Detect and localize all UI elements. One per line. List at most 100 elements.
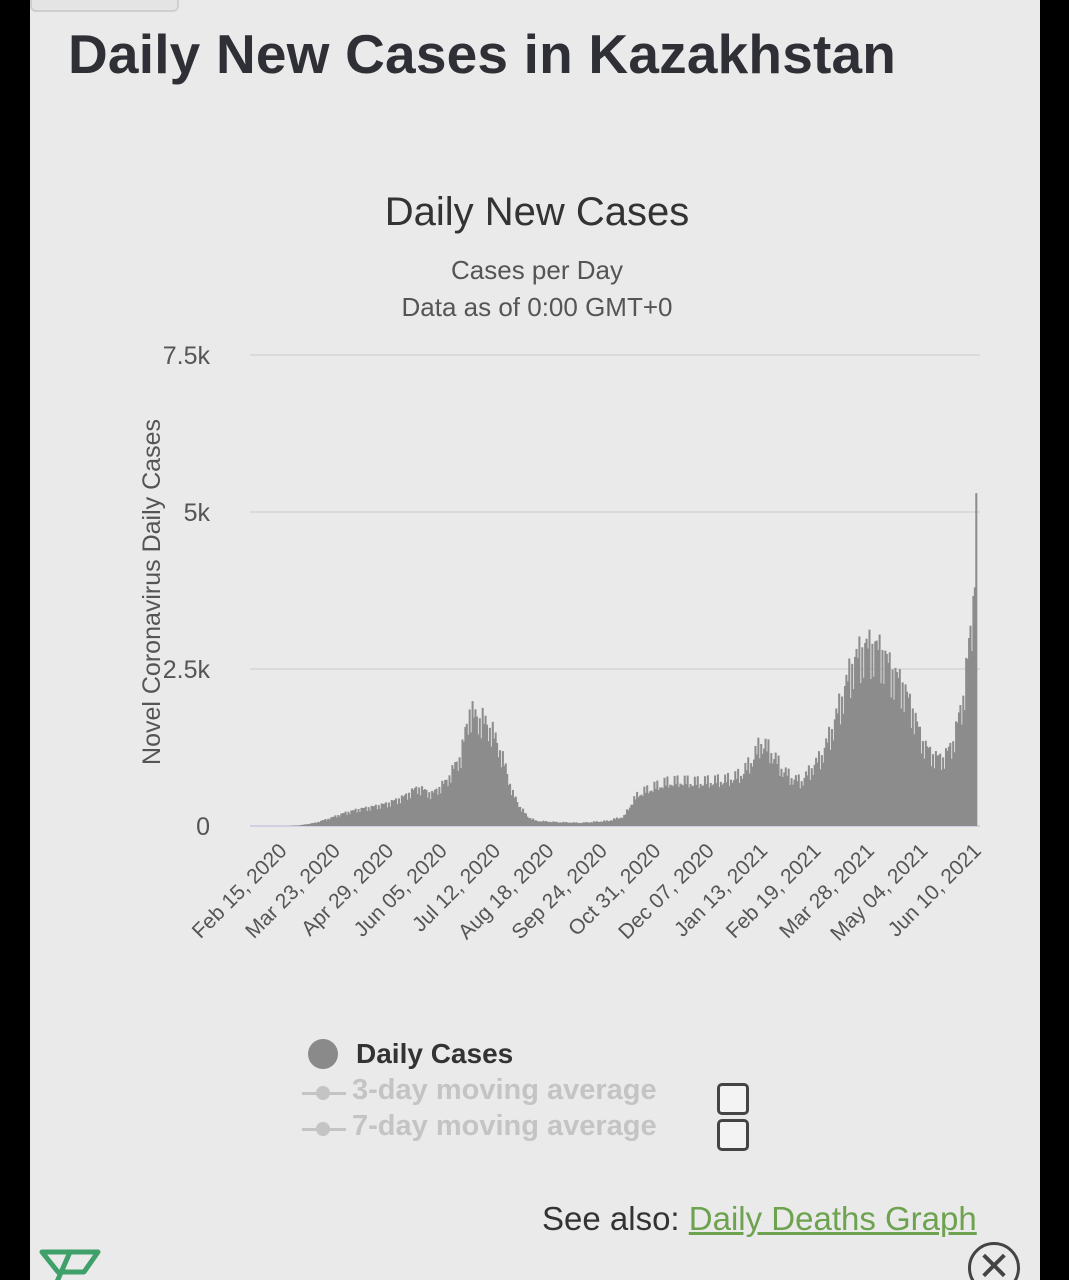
logo-icon[interactable]	[38, 1244, 102, 1280]
bar	[786, 775, 789, 826]
bar	[497, 757, 500, 826]
bar	[877, 650, 880, 826]
bar	[830, 729, 833, 826]
bar	[914, 712, 917, 826]
close-icon[interactable]: ✕	[968, 1242, 1020, 1280]
ma7-checkbox[interactable]	[717, 1119, 749, 1151]
bar	[735, 778, 738, 826]
top-tab[interactable]	[30, 0, 179, 12]
bar	[393, 799, 396, 826]
bar	[732, 780, 735, 826]
bar	[731, 782, 734, 826]
bar	[965, 657, 968, 826]
bar	[405, 793, 408, 826]
bar	[379, 808, 382, 826]
bar	[809, 779, 812, 826]
bar	[574, 822, 577, 826]
bar	[523, 813, 526, 826]
bar	[659, 787, 662, 826]
bar	[371, 806, 375, 826]
bar	[426, 797, 429, 826]
bar	[963, 710, 966, 826]
bar	[517, 807, 520, 826]
x-tick-label: Jun 10, 2021	[884, 839, 986, 941]
bar	[435, 788, 438, 826]
bar	[330, 817, 333, 826]
bar	[884, 650, 887, 826]
bar	[719, 781, 722, 826]
bar	[688, 787, 691, 826]
bar	[392, 800, 395, 826]
bar	[959, 705, 962, 826]
daily-deaths-link[interactable]: Daily Deaths Graph	[688, 1200, 977, 1237]
bar	[664, 785, 668, 826]
bar	[833, 719, 836, 826]
daily-cases-chart: Daily New Cases Cases per Day Data as of…	[138, 190, 986, 946]
bar	[868, 629, 871, 826]
bar	[887, 662, 890, 826]
bar	[552, 821, 555, 826]
bar	[673, 775, 676, 826]
bar	[358, 811, 362, 826]
bar	[536, 821, 539, 826]
bar	[839, 724, 842, 826]
bar	[677, 786, 680, 826]
bar	[312, 823, 315, 826]
bar	[901, 682, 904, 826]
bar	[458, 757, 461, 826]
bar	[494, 732, 497, 826]
bar	[353, 810, 356, 826]
bar	[650, 790, 653, 826]
bar	[608, 820, 611, 826]
bar	[647, 793, 650, 826]
bar	[568, 822, 571, 826]
bar	[685, 784, 688, 826]
bar	[451, 765, 454, 826]
bar	[571, 823, 574, 826]
bar	[867, 648, 870, 826]
bar	[483, 724, 486, 826]
bar	[799, 788, 802, 826]
bar	[584, 822, 587, 826]
bar	[308, 824, 311, 826]
bar	[760, 743, 763, 826]
bar	[826, 742, 829, 826]
bar	[686, 775, 689, 826]
bar	[569, 822, 572, 826]
bar	[891, 669, 894, 826]
bar	[448, 775, 451, 826]
bar	[784, 767, 787, 826]
bar	[348, 814, 351, 826]
bar	[428, 792, 431, 826]
bar	[302, 824, 305, 826]
bar	[872, 676, 875, 826]
ma3-checkbox[interactable]	[717, 1083, 749, 1115]
bar	[898, 669, 901, 826]
bar	[888, 652, 891, 826]
bar	[970, 651, 973, 826]
bar	[745, 770, 748, 826]
bar	[447, 786, 450, 826]
bar	[350, 810, 353, 826]
bar	[744, 762, 747, 826]
bar	[396, 804, 399, 826]
bar	[854, 656, 857, 826]
bar	[946, 750, 949, 826]
bar	[627, 810, 630, 826]
bar	[558, 822, 561, 826]
bar	[960, 724, 963, 826]
bar	[757, 737, 760, 826]
bar	[774, 752, 777, 826]
bar	[758, 758, 761, 826]
bar	[864, 642, 867, 826]
bar	[722, 783, 725, 826]
bar	[598, 821, 601, 826]
bar	[966, 658, 969, 826]
bar	[768, 763, 771, 826]
bar	[327, 818, 330, 826]
bar	[423, 789, 426, 826]
bar	[331, 816, 334, 826]
legend-marker-icon	[316, 1122, 330, 1136]
bar	[806, 775, 809, 826]
bar	[602, 820, 605, 826]
